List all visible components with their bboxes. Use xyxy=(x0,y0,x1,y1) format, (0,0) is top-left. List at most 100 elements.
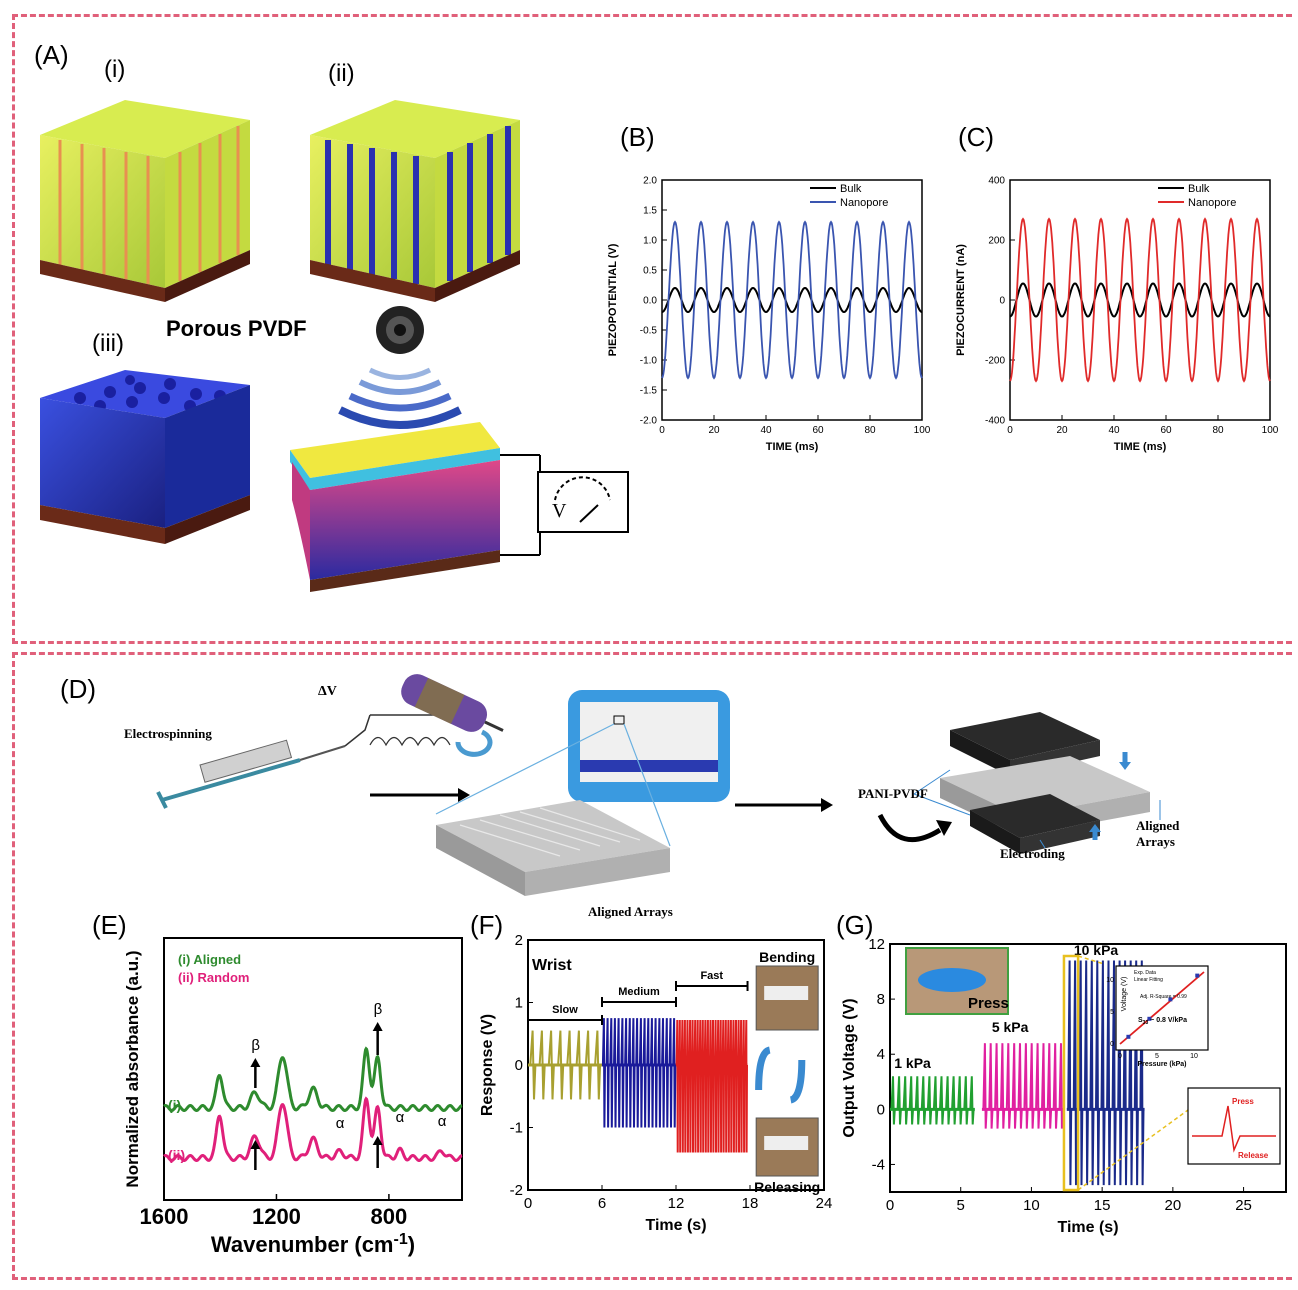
releasing-label: Releasing xyxy=(754,1179,820,1195)
frame-bottom xyxy=(12,652,1292,1280)
x-tick-label: 60 xyxy=(1160,425,1172,436)
x-tick-label: 12 xyxy=(668,1195,685,1212)
inset-sensitivity: S33 ~ 0.8 V/kPa xyxy=(1138,1017,1187,1026)
fit-point xyxy=(1126,1034,1131,1039)
x-axis-label: TIME (ms) xyxy=(766,441,819,453)
inset-release-label: Release xyxy=(1238,1151,1269,1160)
y-tick-label: 0 xyxy=(877,1101,885,1118)
inset-y-label: Voltage (V) xyxy=(1121,977,1128,1012)
y-tick-label: -2.0 xyxy=(640,415,658,426)
label-10kpa: 10 kPa xyxy=(1074,942,1119,958)
speaker-icon xyxy=(338,306,462,429)
panel-b-label: (B) xyxy=(620,122,655,152)
y-tick-label: 2 xyxy=(515,932,523,949)
fit-line xyxy=(1119,971,1205,1045)
x-tick-label: 1600 xyxy=(140,1204,189,1229)
y-axis-label: PIEZOPOTENTIAL (V) xyxy=(607,243,619,356)
x-tick-label: 1200 xyxy=(252,1204,301,1229)
inset-x-tick: 0 xyxy=(1118,1053,1122,1060)
label-5kpa: 5 kPa xyxy=(992,1019,1029,1035)
legend-label: (ii) Random xyxy=(178,970,250,985)
label-1kpa: 1 kPa xyxy=(894,1055,931,1071)
x-tick-label: 0 xyxy=(659,425,665,436)
x-tick-label: 25 xyxy=(1235,1197,1252,1214)
arrow-head xyxy=(250,1058,261,1067)
x-tick-label: 20 xyxy=(1056,425,1068,436)
series-line-nanopore xyxy=(661,220,923,380)
wristband xyxy=(764,1136,809,1150)
y-tick-label: 0 xyxy=(999,295,1005,306)
fit-point xyxy=(1168,997,1173,1002)
plot-frame xyxy=(661,179,923,421)
fit-inset-frame xyxy=(1115,965,1209,1051)
inset-legend-1: Exp. Data xyxy=(1134,970,1156,976)
electroding-label: Electroding xyxy=(1000,846,1065,861)
series-tag: (i) xyxy=(168,1097,181,1113)
series-line-bulk xyxy=(661,286,923,314)
delta-v-label: ΔV xyxy=(318,684,337,699)
block-ii xyxy=(310,100,520,302)
y-axis-label: Response (V) xyxy=(479,1014,496,1116)
annotation-beta: β xyxy=(251,1037,260,1054)
block-i xyxy=(40,100,250,302)
y-axis-label: Normalized absorbance (a.u.) xyxy=(123,950,142,1187)
series-slow xyxy=(529,1030,602,1100)
x-axis-label: Time (s) xyxy=(1057,1219,1118,1236)
chart-g: 0 5 10 15 20 25 -4 0 4 8 12 Time (s) Output Voltage … xyxy=(841,936,1287,1236)
y-tick-label: 1.5 xyxy=(643,205,657,216)
annotation-beta: β xyxy=(374,1001,383,1018)
panel-f-label: (F) xyxy=(470,910,504,940)
panel-a-iii-label: (iii) xyxy=(92,330,124,357)
series-1kpa xyxy=(890,1076,975,1125)
y-tick-label: 12 xyxy=(868,936,885,953)
pulse-trace xyxy=(1192,1105,1276,1153)
porous-pvdf-label: Porous PVDF xyxy=(166,316,307,341)
arrow-head xyxy=(372,1022,383,1031)
y-tick-label: 1.0 xyxy=(643,235,657,246)
arrow-head xyxy=(372,1136,383,1145)
frame-top xyxy=(12,14,1292,644)
segment-label-slow: Slow xyxy=(552,1004,578,1016)
meter-symbol: V xyxy=(552,500,567,522)
press-label: Press xyxy=(968,995,1009,1012)
x-tick-label: 5 xyxy=(957,1197,965,1214)
series-medium xyxy=(601,1018,677,1128)
series-tag: (ii) xyxy=(168,1147,185,1163)
zoom-line xyxy=(1077,955,1105,965)
legend-label: (i) Aligned xyxy=(178,952,241,967)
glove-shape xyxy=(918,968,986,992)
x-tick-label: 40 xyxy=(760,425,772,436)
y-tick-label: 2.0 xyxy=(643,175,657,186)
panel-d-illustration xyxy=(156,674,1161,896)
y-tick-label: -400 xyxy=(985,415,1005,426)
cycle-arrow-icon xyxy=(755,1046,772,1091)
x-tick-label: 100 xyxy=(1262,425,1279,436)
y-tick-label: 1 xyxy=(515,995,523,1012)
y-tick-label: 200 xyxy=(988,235,1005,246)
panel-e-label: (E) xyxy=(92,910,127,940)
panel-a-label: (A) xyxy=(34,40,69,70)
pani-pvdf-device xyxy=(913,712,1161,854)
sem-image-tablet xyxy=(568,690,730,802)
series-fast xyxy=(675,1019,748,1153)
plot-frame xyxy=(163,937,463,1201)
y-axis-label: PIEZOCURRENT (nA) xyxy=(955,244,967,356)
series-line-random xyxy=(163,1096,463,1163)
legend-label: Nanopore xyxy=(840,197,888,209)
x-tick-label: 0 xyxy=(524,1195,532,1212)
inset-x-label: Pressure (kPa) xyxy=(1137,1061,1186,1068)
x-tick-label: 100 xyxy=(914,425,931,436)
x-tick-label: 60 xyxy=(812,425,824,436)
panel-c-label: (C) xyxy=(958,122,995,152)
bending-label: Bending xyxy=(759,949,815,965)
inset-x-tick: 5 xyxy=(1155,1053,1159,1060)
inset-y-tick: 0 xyxy=(1110,1041,1114,1048)
cycle-arrow-icon xyxy=(789,1059,806,1104)
legend-label: Bulk xyxy=(840,183,862,195)
x-tick-label: 800 xyxy=(371,1204,408,1229)
fit-point xyxy=(1195,973,1200,978)
x-axis-label: TIME (ms) xyxy=(1114,441,1167,453)
legend-label: Nanopore xyxy=(1188,197,1236,209)
